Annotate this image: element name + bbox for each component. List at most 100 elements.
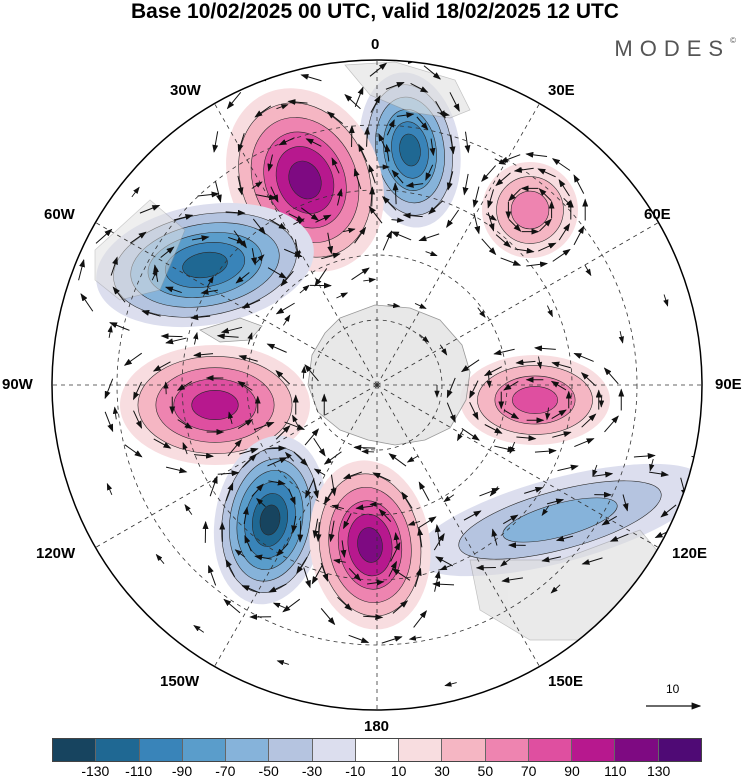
wind-arrow	[251, 181, 263, 189]
wind-arrow	[305, 138, 322, 147]
wind-arrow	[391, 568, 411, 581]
wind-arrow	[242, 506, 249, 525]
wind-arrow	[305, 478, 315, 499]
wind-arrow	[95, 228, 113, 244]
wind-arrow	[435, 556, 454, 567]
wind-arrow	[275, 370, 291, 385]
wind-arrow	[209, 475, 218, 497]
wind-arrow	[193, 452, 215, 459]
wind-arrow	[340, 540, 347, 559]
legend-swatch	[615, 739, 659, 761]
wind-arrow	[609, 533, 629, 542]
wind-arrow	[557, 464, 579, 472]
wind-arrow	[303, 567, 311, 589]
wind-arrow	[388, 453, 407, 467]
wind-arrow	[235, 272, 250, 284]
wind-arrow	[299, 284, 310, 294]
wind-arrow	[276, 104, 289, 110]
wind-arrow	[369, 62, 388, 77]
wind-arrow	[461, 428, 480, 441]
legend-swatch	[658, 739, 701, 761]
legend-swatch	[226, 739, 270, 761]
wind-arrow	[464, 131, 471, 154]
wind-arrow	[541, 505, 550, 517]
wind-arrow	[495, 234, 512, 248]
wind-arrow	[208, 564, 217, 586]
wind-arrow	[414, 567, 422, 588]
wind-arrow	[410, 82, 429, 93]
anomaly-contour	[399, 133, 421, 167]
wind-arrow	[429, 138, 436, 157]
legend-swatch	[355, 739, 400, 761]
wind-arrow	[390, 541, 401, 562]
legend-tick-label: -50	[258, 763, 279, 779]
wind-arrow	[268, 583, 287, 593]
wind-arrow	[366, 579, 385, 586]
legend-tick-label: 50	[477, 763, 494, 779]
wind-arrow	[563, 198, 573, 208]
wind-arrow	[78, 258, 85, 281]
wind-arrow	[558, 223, 571, 241]
meridian-line	[376, 384, 540, 667]
logo-text: MODES	[614, 36, 731, 61]
legend-swatch	[182, 739, 227, 761]
wind-arrow	[304, 428, 320, 446]
lon-label-30w: 30W	[170, 82, 201, 99]
wind-arrow	[173, 214, 194, 221]
wind-arrow	[584, 264, 592, 277]
wind-arrow	[304, 364, 319, 382]
wind-arrow	[391, 217, 405, 223]
wind-arrow	[538, 188, 552, 201]
wind-arrow	[80, 293, 94, 312]
wind-arrow	[574, 438, 595, 448]
wind-arrow	[220, 326, 243, 334]
wind-arrow	[336, 188, 343, 206]
wind-arrow	[382, 195, 397, 211]
wind-arrow	[541, 556, 562, 563]
wind-arrow	[524, 486, 544, 494]
lon-label-60w: 60W	[44, 206, 75, 223]
wind-arrow	[139, 204, 161, 214]
wind-vectors	[78, 60, 702, 687]
wind-arrow	[343, 513, 352, 530]
wind-arrow	[337, 596, 353, 611]
wind-arrow	[368, 205, 383, 224]
legend-tick-label: 110	[604, 763, 627, 779]
wind-arrow	[618, 331, 624, 344]
wind-arrow	[294, 239, 301, 260]
wind-arrow	[266, 445, 287, 452]
wind-arrow	[284, 421, 306, 430]
lon-label-0: 0	[371, 36, 380, 53]
wind-arrow	[446, 171, 454, 191]
wind-arrow	[216, 333, 239, 340]
meridian-line	[95, 384, 378, 548]
wind-arrow	[428, 200, 444, 215]
anomaly-contour	[191, 389, 239, 421]
wind-arrow	[370, 94, 381, 113]
wind-arrow	[344, 93, 361, 110]
anomaly-contour	[357, 527, 383, 563]
wind-arrow	[414, 303, 427, 309]
wind-arrow	[112, 406, 119, 420]
wind-arrow	[237, 175, 244, 196]
wind-arrow	[225, 209, 246, 216]
wind-arrow	[503, 409, 520, 420]
wind-arrow	[197, 191, 220, 198]
wind-arrow	[193, 351, 214, 358]
wind-arrow	[241, 299, 261, 309]
wind-arrow	[242, 453, 258, 468]
wind-arrow	[354, 226, 367, 244]
anomaly-contour	[510, 190, 550, 230]
legend-tick-label: -130	[81, 763, 110, 779]
wind-arrow	[463, 510, 482, 521]
legend-tick-label: -10	[345, 763, 366, 779]
wind-arrow	[312, 478, 319, 499]
legend-tick-label: -30	[301, 763, 323, 779]
wind-arrow	[526, 261, 549, 268]
reference-vector-label: 10	[666, 682, 680, 696]
chart-title: Base 10/02/2025 00 UTC, valid 18/02/2025…	[131, 0, 619, 23]
wind-arrow	[153, 438, 172, 449]
wind-arrow	[251, 483, 264, 497]
wind-arrow	[462, 173, 469, 196]
wind-arrow	[469, 401, 479, 421]
